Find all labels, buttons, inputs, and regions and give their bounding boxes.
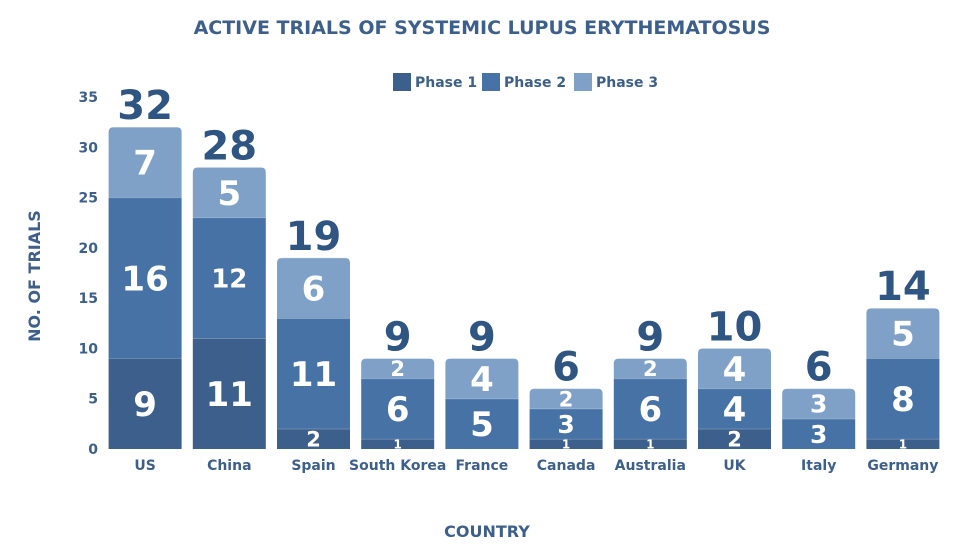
y-tick-label: 10 [79,341,99,357]
y-axis-title: NO. OF TRIALS [25,210,44,342]
bar-segment [529,388,603,409]
bar-segment-label: 11 [206,375,253,415]
bar-segment [698,388,771,429]
bar-segment [613,438,687,449]
bar-total-label: 6 [552,345,580,391]
bar-segment-label: 1 [646,437,654,451]
y-axis-ticks: 0 5 10 15 20 25 30 35 [79,90,99,458]
bar-segment [192,167,266,218]
bar-segment-label: 12 [211,264,247,294]
bar-segment-label: 5 [891,315,915,355]
y-tick-label: 20 [79,241,99,257]
legend-label: Phase 3 [596,75,658,91]
chart-title: ACTIVE TRIALS OF SYSTEMIC LUPUS ERYTHEMA… [194,17,771,39]
bar-segment-label: 3 [810,420,827,449]
bar-total-label: 9 [468,314,496,360]
x-tick-label: Italy [801,458,836,474]
x-tick-label: Australia [615,458,686,474]
bar-segment [613,358,687,379]
x-tick-label: Germany [867,458,938,474]
bar-segment [108,127,182,198]
bar-total-label: 9 [384,314,412,360]
bar-total-label: 14 [875,264,931,310]
bar-segment [192,338,266,449]
bar-segment-label: 6 [386,390,410,430]
legend-label: Phase 1 [415,75,477,91]
y-tick-label: 15 [79,291,98,307]
bar-segment-label: 2 [643,357,658,381]
bar-segment [108,358,182,449]
legend-swatch [574,73,592,91]
bar-segment-label: 2 [306,428,321,452]
x-tick-label: Canada [537,458,596,474]
bar-segment-label: 1 [394,437,402,451]
bar-segment-label: 2 [727,428,742,452]
x-tick-label: Spain [291,458,335,474]
bar-segment-label: 11 [290,355,337,395]
bar-segment [445,358,519,399]
bar-total-label: 28 [201,123,257,169]
bar-segment [782,418,856,449]
bar-total-label: 10 [707,304,763,350]
bar-segment-label: 4 [470,360,494,400]
bar-segment-label: 1 [899,437,907,451]
x-tick-label: US [134,458,155,474]
y-tick-label: 25 [79,191,98,207]
x-tick-label: China [207,458,251,474]
bar-segment [192,217,266,339]
bar-segment-label: 6 [302,269,326,309]
bar-segment-label: 2 [559,387,574,411]
x-tick-label: South Korea [349,458,446,474]
bar-segment-label: 9 [133,385,157,425]
bar-segment [277,257,350,319]
y-tick-label: 30 [79,140,99,156]
legend-label: Phase 2 [504,75,566,91]
bar-segment-label: 6 [638,390,662,430]
x-axis-title: COUNTRY [444,522,530,541]
bar-segment-label: 7 [133,144,157,184]
bar-segment [866,438,940,449]
bar-segment-label: 16 [121,259,168,299]
bar-segment [698,348,771,389]
bar-segment [277,318,350,429]
total-labels: 32 28 19 9 9 6 9 10 6 14 [117,83,930,390]
bar-segment-label: 3 [557,410,574,439]
bar-total-label: 32 [117,83,173,129]
legend-swatch [482,73,500,91]
y-tick-label: 5 [88,392,98,408]
bar-segment-label: 5 [217,174,241,214]
legend: Phase 1 Phase 2 Phase 3 [393,73,658,91]
bar-segment [529,438,603,449]
bar-segment [108,197,182,359]
bar-segment-label: 1 [562,437,570,451]
bar-segment-label: 2 [390,357,405,381]
x-tick-label: UK [723,458,746,474]
bar-segment-label: 8 [891,380,915,420]
legend-swatch [393,73,411,91]
bar-segment [529,408,603,439]
bar-segment [361,358,435,379]
y-tick-label: 35 [79,90,98,106]
bar-segment [782,388,856,419]
bar-segment [613,378,687,439]
bar-segment-label: 4 [723,350,747,390]
bar-segment [361,378,435,439]
bar-segment [361,438,435,449]
bar-segment-label: 4 [723,390,747,430]
bar-total-label: 19 [286,214,342,260]
bar-segment [866,308,940,359]
x-axis-ticks: US China Spain South Korea France Canada Austr… [134,458,938,474]
bar-segment [866,358,940,439]
bar-total-label: 9 [636,314,664,360]
y-tick-label: 0 [88,442,98,458]
bar-segment-label: 5 [470,405,494,445]
bar-segment [698,428,771,449]
x-tick-label: France [456,458,509,474]
bar-total-label: 6 [805,345,833,391]
bar-segment-label: 3 [810,390,827,419]
bar-segment [277,428,350,449]
bar-segment [445,398,519,449]
